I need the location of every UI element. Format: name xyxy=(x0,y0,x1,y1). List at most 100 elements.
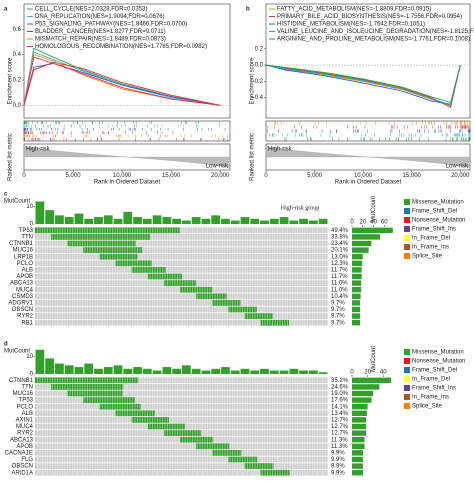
x-tick-label: 0 xyxy=(350,220,354,226)
gene-label: MUC4 xyxy=(16,424,34,430)
count-bar xyxy=(352,463,363,469)
mutcount-bar xyxy=(201,218,211,224)
percent-label: 12.7% xyxy=(331,424,349,430)
legend-label: ARGININE_AND_PROLINE_METABOLISM(NES=-1.7… xyxy=(277,37,470,43)
percent-label: 23.4% xyxy=(331,241,349,247)
mutcount-bar xyxy=(142,368,152,374)
es-line xyxy=(265,64,461,109)
y-tick-label: -0.2 xyxy=(253,79,264,85)
count-bar xyxy=(352,423,367,430)
count-bar xyxy=(352,300,361,306)
percent-label: 24.6% xyxy=(331,384,349,390)
mutcount-bar xyxy=(74,367,84,374)
mutcount-bar xyxy=(250,218,260,224)
x-tick-label: 0 xyxy=(350,370,354,376)
mutcount-bar xyxy=(279,217,289,224)
percent-label: 12.3% xyxy=(331,261,349,267)
mutation-cells xyxy=(131,267,166,273)
x-axis-label: Rank in Ordered Dataset xyxy=(335,180,402,186)
gene-label: ARID1A xyxy=(11,470,33,476)
percent-label: 12.7% xyxy=(331,431,349,437)
legend-swatch xyxy=(404,253,410,259)
count-bar xyxy=(352,437,365,443)
percent-label: 9.7% xyxy=(331,300,345,306)
y-tick-label: 0.4 xyxy=(13,52,22,58)
row-background xyxy=(35,267,328,273)
count-bar xyxy=(352,273,362,280)
mutcount-bar xyxy=(269,218,279,224)
gene-label: LRP1B xyxy=(14,254,33,260)
mutcount-bar xyxy=(123,211,133,224)
row-background xyxy=(35,443,328,450)
percent-label: 17.6% xyxy=(331,398,349,404)
y-tick-label: 0 xyxy=(30,372,34,378)
mutation-cells xyxy=(180,436,214,443)
percent-label: 10.4% xyxy=(331,294,349,300)
gene-label: MUC4 xyxy=(16,287,34,293)
mutcount-bar xyxy=(133,217,142,224)
mutation-cells xyxy=(35,377,139,384)
legend-swatch xyxy=(404,358,410,364)
legend-label: Frame_Shift_Ins xyxy=(412,386,456,392)
mutation-cells xyxy=(196,293,227,300)
mutcount-bar xyxy=(55,363,64,374)
gene-label: ADGRV1 xyxy=(8,300,33,306)
legend-swatch xyxy=(404,349,410,355)
percent-label: 11.7% xyxy=(331,267,348,273)
mutation-cells xyxy=(131,417,169,423)
count-bar xyxy=(352,410,367,416)
row-background xyxy=(35,463,328,469)
percent-label: 9.9% xyxy=(331,457,345,463)
mutation-cells xyxy=(147,423,186,430)
gene-label: FLG xyxy=(21,457,33,463)
mutcount-bar xyxy=(191,368,201,374)
gene-label: OBSCN xyxy=(12,464,33,470)
mutcount-bar xyxy=(142,218,152,224)
panel-label: d xyxy=(4,342,8,348)
count-bar xyxy=(352,240,372,247)
percent-label: 9.7% xyxy=(331,320,345,326)
legend-label: MISMATCH_REPAIR(NES=1.8489,FDR=0.0873) xyxy=(35,37,166,43)
row-background xyxy=(35,260,328,267)
row-background xyxy=(35,313,328,319)
mutcount-bar xyxy=(182,365,191,374)
count-bar xyxy=(352,417,367,423)
legend-label: Nonsense_Mutation xyxy=(412,359,465,365)
row-background xyxy=(35,293,328,300)
mutcount-bar xyxy=(113,218,123,224)
gene-label: CACNA1E xyxy=(5,450,33,456)
legend-label: VALINE_LEUCINE_AND_ISOLEUCINE_DEGRADATIO… xyxy=(277,29,474,35)
y-tick-label: 10 xyxy=(26,354,33,360)
count-bar xyxy=(352,227,393,233)
x-tick-label: 5,000 xyxy=(307,173,323,179)
mutcount-bar xyxy=(172,218,181,224)
percent-label: 9.7% xyxy=(331,314,345,320)
es-line xyxy=(23,56,221,106)
row-background xyxy=(35,397,328,403)
mutcount-bar xyxy=(221,218,230,224)
legend-label: CELL_CYCLE(NES=2.0328,FDR=0.0353) xyxy=(35,7,147,13)
count-bar xyxy=(352,377,392,383)
legend-swatch xyxy=(404,217,410,223)
gene-label: RYR2 xyxy=(17,314,34,320)
percent-label: 33.8% xyxy=(331,234,349,240)
legend-label: In_Frame_Del xyxy=(412,377,450,383)
mutcount-bar xyxy=(260,368,269,374)
row-background xyxy=(35,319,328,326)
legend-label: Nonsense_Mutation xyxy=(412,218,465,224)
high-label: High-risk xyxy=(268,147,293,153)
mutcount-bar xyxy=(201,370,211,374)
mutation-cells xyxy=(212,450,242,456)
row-background xyxy=(35,410,328,417)
mutcount-bar xyxy=(113,365,123,374)
row-background xyxy=(35,253,328,260)
plot-frame xyxy=(265,3,471,119)
x-axis-label: Rank in Ordered Dataset xyxy=(94,180,161,186)
es-line xyxy=(23,51,221,106)
row-background xyxy=(35,469,328,476)
mutcount-bar xyxy=(240,217,250,224)
percent-label: 9.7% xyxy=(331,307,345,313)
gene-label: TTN xyxy=(21,234,33,240)
mutcount-bar xyxy=(182,220,191,224)
